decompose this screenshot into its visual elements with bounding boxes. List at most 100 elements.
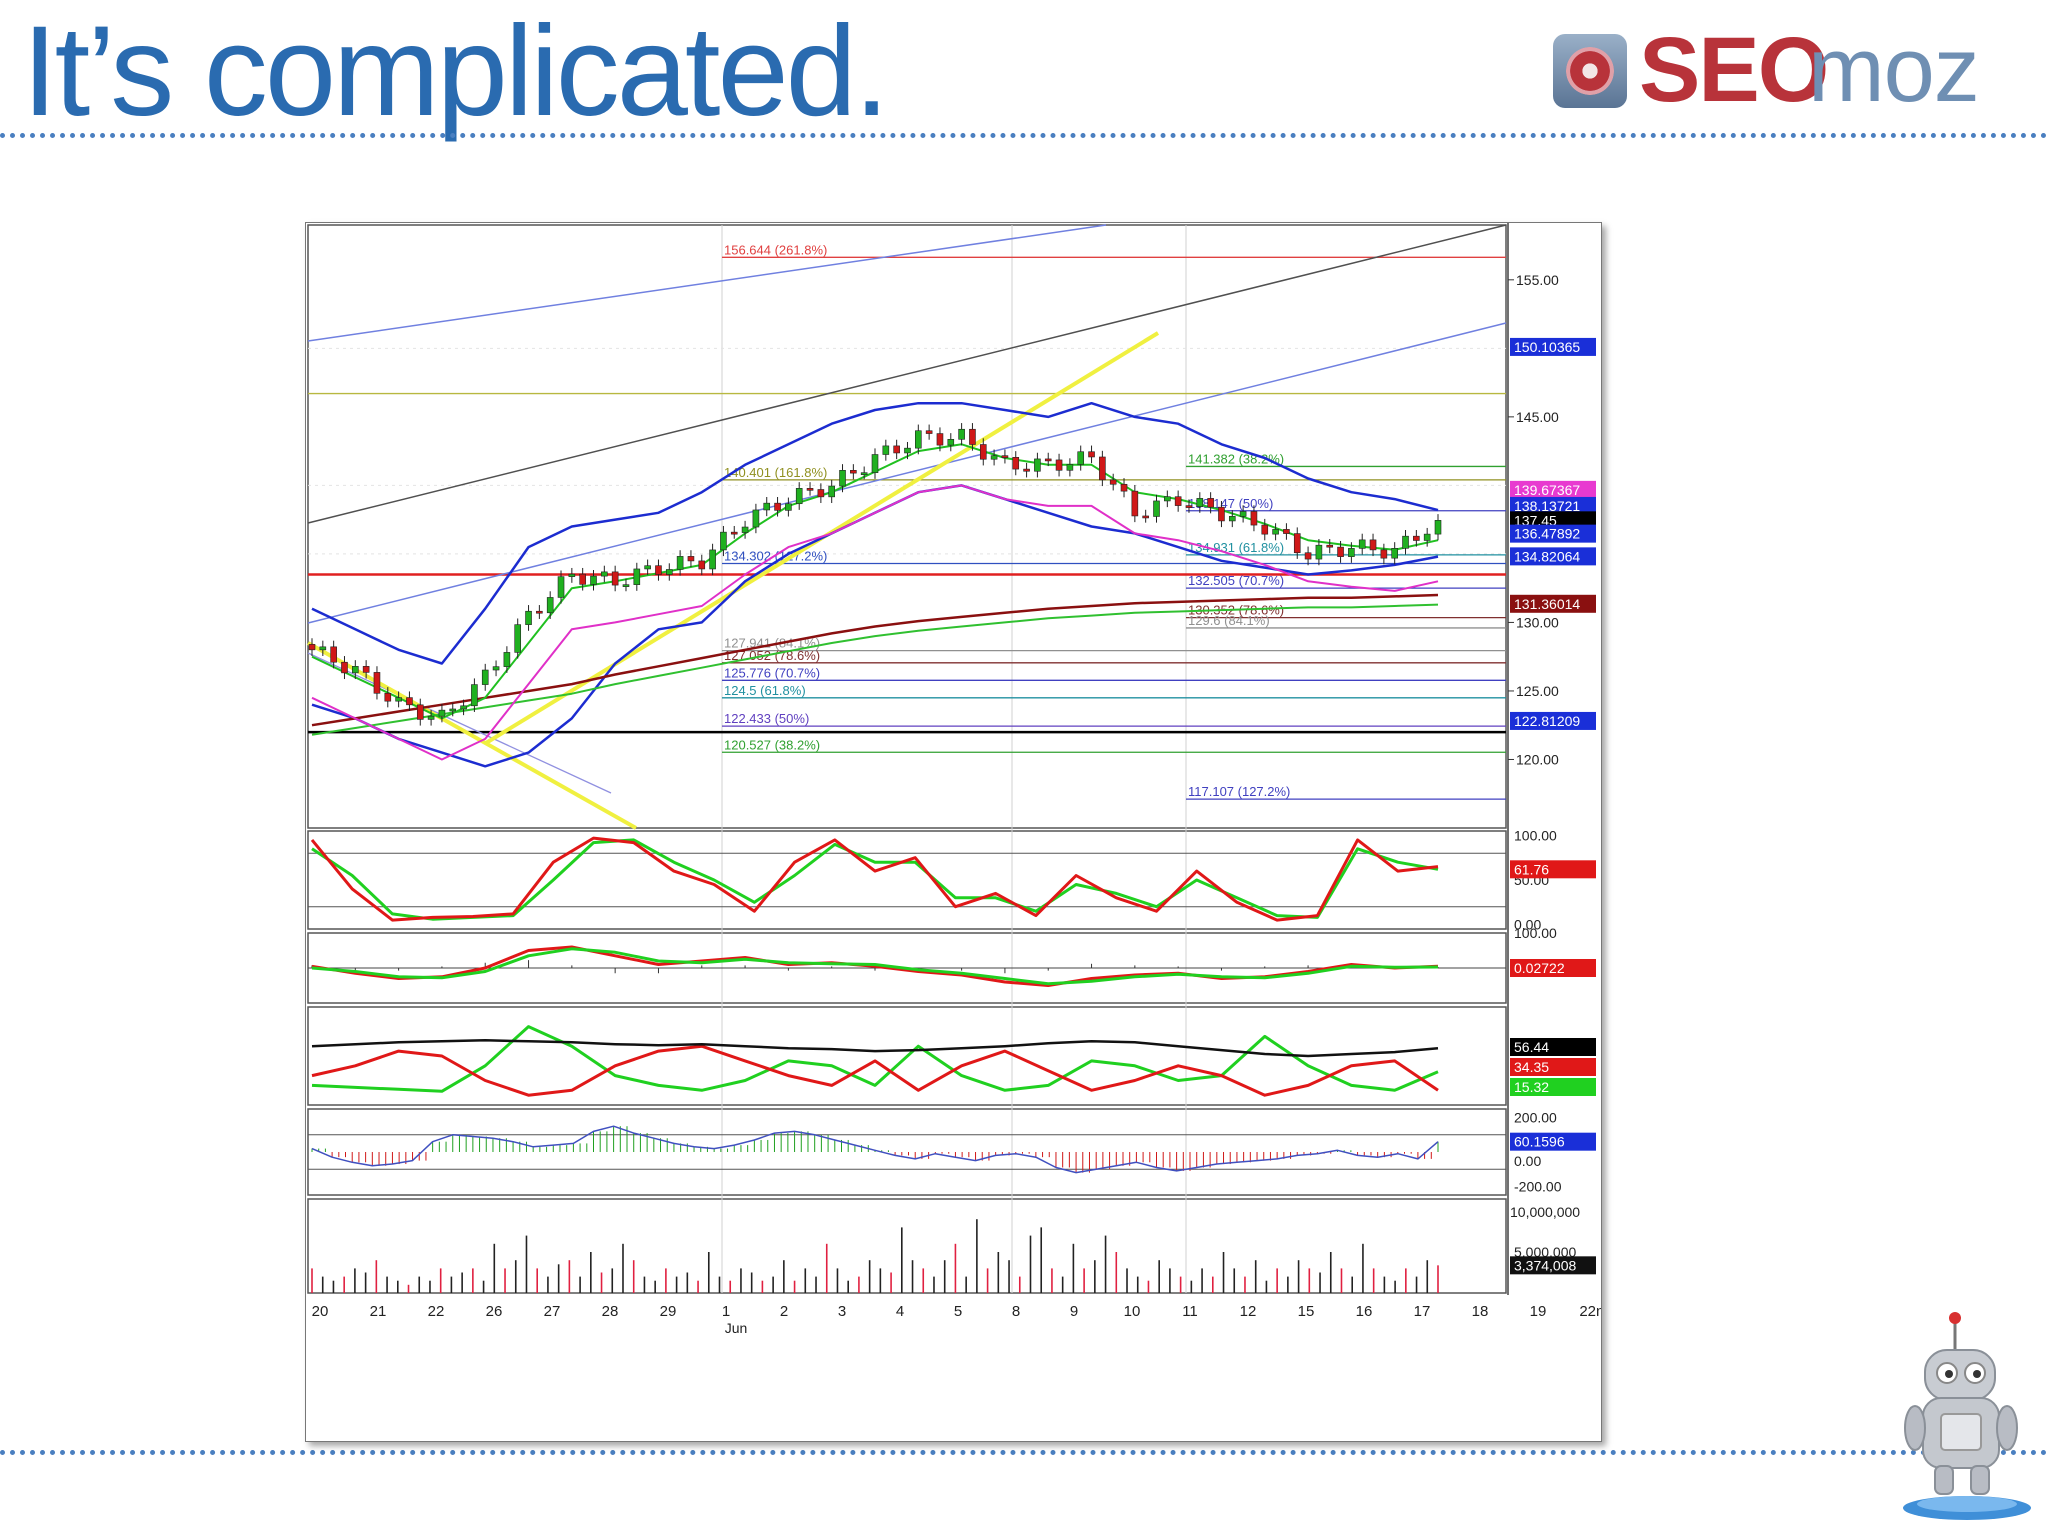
price-tag-label: 150.10365: [1514, 339, 1580, 355]
candle-body: [936, 433, 944, 446]
moving-average-long-green: [311, 603, 1439, 736]
candle-body: [373, 672, 381, 694]
candle-body: [633, 568, 641, 585]
adx-value-label: 56.44: [1514, 1039, 1549, 1055]
price-tag-label: 139.67367: [1514, 482, 1580, 498]
candle-body: [416, 704, 424, 720]
moving-average-magenta: [311, 484, 1439, 761]
x-tick-label: 26: [486, 1303, 503, 1320]
candle-body: [1218, 506, 1225, 522]
candle-body: [622, 584, 630, 587]
stock-chart-frame: 156.644 (261.8%) 140.401 (161.8%) 141.382 …: [305, 222, 1613, 1442]
candle-body: [817, 489, 825, 498]
volume-hidden-tick: 5,000,000: [1514, 1244, 1576, 1260]
candle-body: [341, 661, 348, 674]
candle-body: [785, 503, 792, 511]
x-tick-label: 19: [1530, 1303, 1547, 1320]
x-tick-label: 18: [1472, 1303, 1489, 1320]
x-tick-label: 3: [838, 1303, 846, 1320]
price-tag: [1510, 337, 1596, 356]
candle-body: [1315, 544, 1323, 560]
bottom-divider: [0, 1450, 2048, 1455]
price-tag-label: 131.36014: [1514, 596, 1580, 612]
candle-body: [1423, 533, 1431, 541]
fib-level-label: 132.505 (70.7%): [1188, 573, 1284, 588]
candle-body: [904, 447, 911, 454]
top-divider: [0, 133, 2048, 138]
adx-value-label: 15.32: [1514, 1079, 1549, 1095]
x-tick-label: 20: [312, 1303, 329, 1320]
candle-body: [395, 697, 402, 702]
fib-level-label: 156.644 (261.8%): [724, 242, 827, 257]
candle-body: [611, 571, 619, 586]
candle-body: [1174, 496, 1182, 506]
cci-value-label: 60.1596: [1514, 1134, 1565, 1150]
candle-body: [1023, 468, 1030, 472]
candle-body: [1034, 458, 1041, 472]
candle-body: [1131, 490, 1139, 517]
candle-body: [601, 571, 608, 577]
x-tick-label: 22: [428, 1303, 445, 1320]
candle-body: [741, 526, 749, 533]
logo-text-seo: SEO: [1639, 19, 1829, 121]
candle-body: [1283, 529, 1290, 534]
candle-body: [763, 502, 771, 511]
price-tag: [1510, 594, 1596, 613]
candle-body: [1337, 546, 1344, 557]
x-tick-label: 21: [370, 1303, 387, 1320]
candle-body: [568, 573, 576, 577]
candle-body: [503, 652, 511, 667]
candle-body: [969, 428, 976, 445]
candle-body: [655, 565, 662, 575]
candle-body: [925, 430, 933, 434]
macd-tick-label: 100.00: [1514, 925, 1557, 941]
panel-price: [307, 224, 1507, 829]
price-tag-label: 134.82064: [1514, 548, 1580, 564]
candle-body: [384, 692, 392, 702]
candle-body: [536, 610, 543, 614]
candle-body: [471, 684, 478, 707]
candle-body: [676, 556, 684, 570]
fib-level-label: 125.776 (70.7%): [724, 665, 820, 680]
price-tag-label: 122.81209: [1514, 713, 1580, 729]
candle-body: [698, 560, 706, 570]
minus-di-line: [311, 1044, 1439, 1097]
candle-body: [730, 531, 738, 535]
candle-body: [1196, 498, 1204, 507]
candle-body: [546, 597, 554, 614]
candle-body: [860, 472, 868, 475]
price-tag-label: 137.45: [1514, 512, 1557, 528]
candle-body: [438, 709, 446, 717]
stochastic-fast-line: [310, 836, 1439, 922]
fib-level-label: 134.931 (61.8%): [1188, 540, 1284, 555]
price-tick-label: 120.00: [1516, 751, 1559, 767]
macd-value-tag: [1510, 959, 1596, 977]
x-tick-label: 15: [1298, 1303, 1315, 1320]
x-tick-label: 27: [544, 1303, 561, 1320]
candle-body: [1001, 455, 1009, 458]
candle-body: [1185, 505, 1193, 508]
candle-body: [1434, 520, 1442, 535]
candle-body: [893, 445, 900, 454]
candle-body: [352, 666, 359, 674]
price-tag: [1510, 496, 1596, 515]
x-tick-label: 2: [780, 1303, 788, 1320]
trend-channel-line: [307, 322, 1507, 624]
stochastic-slow-line: [311, 838, 1439, 921]
candle-body: [1066, 464, 1074, 471]
candle-body: [1391, 548, 1398, 559]
plus-di-line: [311, 1025, 1439, 1093]
price-tick-label: 145.00: [1516, 409, 1559, 425]
x-tick-label: 10: [1124, 1303, 1141, 1320]
adx-value-tag: [1510, 1058, 1596, 1076]
price-tag: [1510, 711, 1596, 730]
gear-logo-icon: [1553, 34, 1627, 108]
candle-body: [1413, 535, 1420, 541]
cci-tick-label: -200.00: [1514, 1178, 1562, 1194]
candle-body: [1250, 511, 1258, 526]
candle-body: [362, 666, 370, 673]
candle-body: [687, 556, 695, 562]
candle-body: [1012, 457, 1020, 470]
fib-level-label: 120.527 (38.2%): [724, 737, 820, 752]
candle-body: [958, 428, 965, 440]
